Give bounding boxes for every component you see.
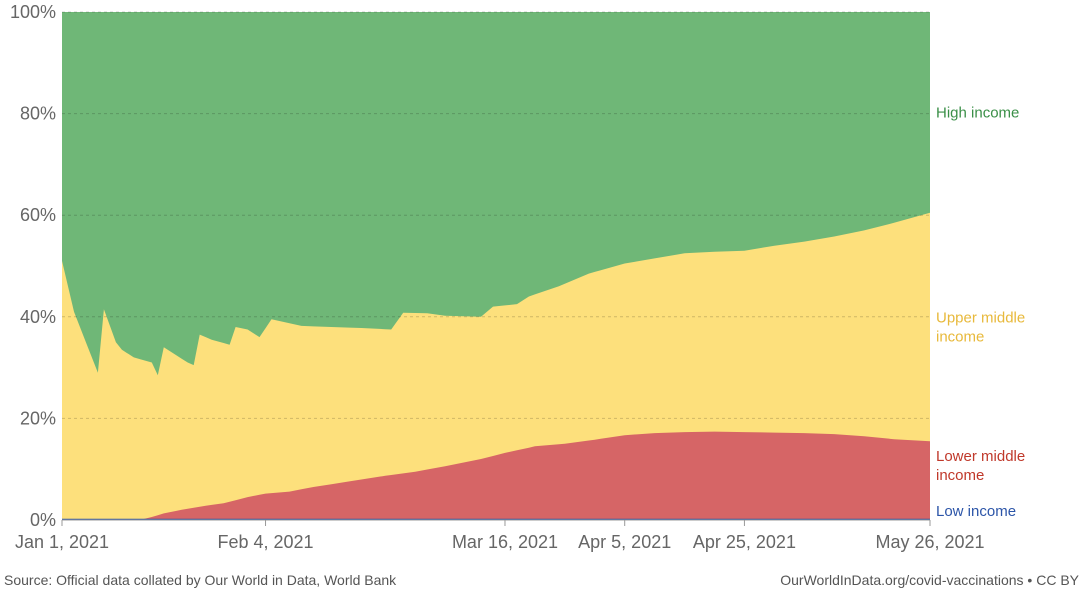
source-note: Source: Official data collated by Our Wo… (4, 572, 397, 588)
x-tick-label: May 26, 2021 (875, 532, 984, 552)
y-tick-label: 60% (20, 205, 56, 225)
y-tick-label: 100% (10, 2, 56, 22)
y-tick-label: 20% (20, 408, 56, 428)
series-label-low-income: Low income (936, 503, 1016, 520)
series-labels: High income Upper middle income Lower middl… (936, 104, 1025, 520)
y-axis: 0% 20% 40% 60% 80% 100% (10, 2, 56, 530)
series-label-high-income: High income (936, 104, 1019, 121)
x-tick-label: Apr 5, 2021 (578, 532, 671, 552)
y-tick-label: 80% (20, 104, 56, 124)
area-layers (62, 12, 930, 521)
x-tick-label: Mar 16, 2021 (452, 532, 558, 552)
series-label-upper-middle-income: Upper middle income (936, 309, 1025, 345)
x-axis: Jan 1, 2021 Feb 4, 2021 Mar 16, 2021 Apr 5,… (15, 519, 985, 552)
area-lower-middle-income (62, 431, 930, 520)
credit-link[interactable]: OurWorldInData.org/covid-vaccinations • … (780, 572, 1079, 588)
x-tick-label: Feb 4, 2021 (217, 532, 313, 552)
x-tick-label: Apr 25, 2021 (693, 532, 796, 552)
grid-lines (62, 11, 930, 419)
y-tick-label: 0% (30, 510, 56, 530)
y-tick-label: 40% (20, 307, 56, 327)
x-tick-label: Jan 1, 2021 (15, 532, 109, 552)
series-label-lower-middle-income: Lower middle income (936, 448, 1025, 484)
